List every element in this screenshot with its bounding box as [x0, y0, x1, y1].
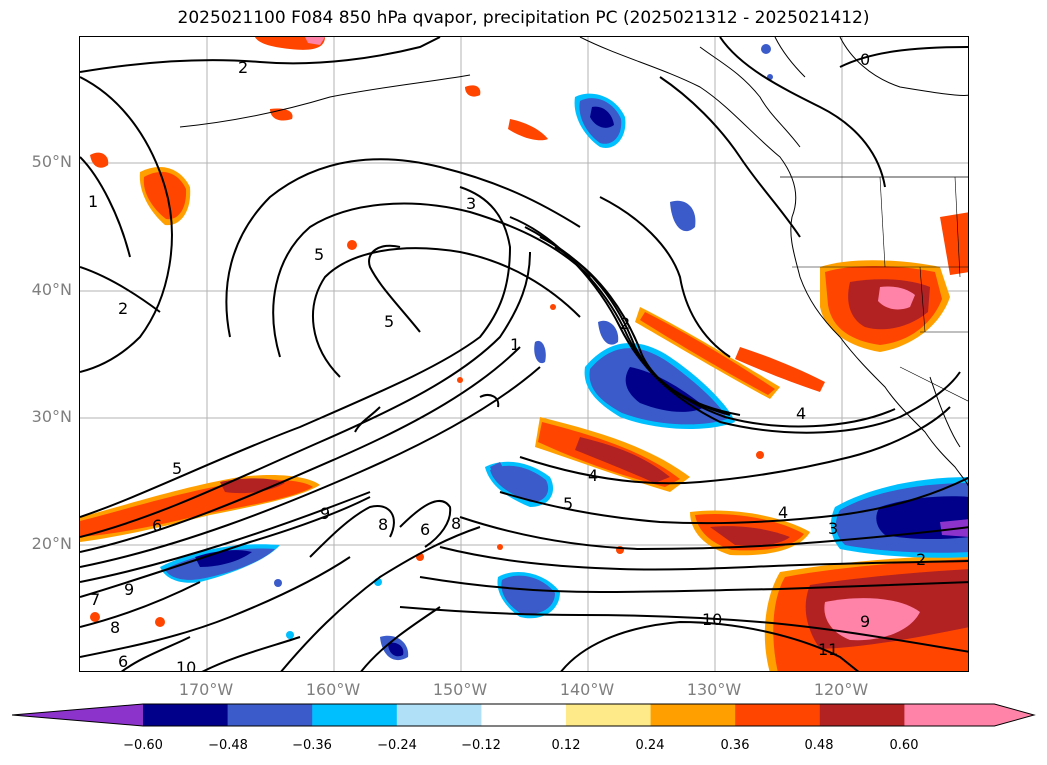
contour-label: 2	[118, 299, 128, 318]
map-frame: 0 2 1 2 3 5 5 2 1 4 4 5 5 4 3 2 9 8 6 6 …	[79, 36, 969, 672]
contour-label: 6	[152, 516, 162, 535]
colorbar-segment	[904, 704, 1034, 726]
colorbar-tick-label: 0.12	[551, 738, 581, 753]
contour-label: 1	[510, 335, 520, 354]
contour-label-group: 0 2 1 2 3 5 5 2 1 4 4 5 5 4 3 2 9 8 6 6 …	[88, 50, 926, 672]
contour-label: 4	[588, 466, 598, 485]
contour-label: 5	[172, 459, 182, 478]
contour-label: 1	[88, 192, 98, 211]
contour-label: 4	[778, 503, 788, 522]
colorbar-tick-label: −0.60	[123, 738, 163, 753]
contour-label: 9	[860, 612, 870, 631]
contour-label: 11	[818, 640, 838, 659]
lat-label-30n: 30°N	[31, 407, 72, 426]
colorbar-tick-label: −0.48	[208, 738, 248, 753]
contour-label: 0	[860, 50, 870, 69]
colorbar-tick-label: −0.12	[461, 738, 501, 753]
contour-label: 2	[916, 550, 926, 569]
lat-label-40n: 40°N	[31, 280, 72, 299]
colorbar-tick-label: 0.60	[889, 738, 919, 753]
colorbar-segment	[143, 704, 229, 726]
contour-label: 8	[451, 514, 461, 533]
colorbar-segment	[312, 704, 398, 726]
lon-label-170w: 170°W	[178, 680, 234, 699]
contour-label: 3	[466, 194, 476, 213]
contour-label: 5	[384, 312, 394, 331]
lon-label-140w: 140°W	[559, 680, 615, 699]
colorbar-segment	[566, 704, 652, 726]
contour-label: 3	[828, 519, 838, 538]
colorbar-tick-label: −0.24	[377, 738, 417, 753]
contour-label: 6	[420, 520, 430, 539]
map-canvas: 0 2 1 2 3 5 5 2 1 4 4 5 5 4 3 2 9 8 6 6 …	[80, 37, 968, 672]
contour-label: 4	[796, 404, 806, 423]
contour-label: 6	[118, 652, 128, 671]
colorbar-tick-label: 0.24	[635, 738, 665, 753]
contour-label: 2	[620, 314, 630, 333]
contour-lines	[80, 37, 968, 671]
contour-label: 9	[124, 580, 134, 599]
contour-label: 5	[563, 494, 573, 513]
contour-label: 8	[378, 515, 388, 534]
colorbar-outline	[12, 703, 1036, 727]
colorbar-segments	[12, 703, 1036, 727]
lat-label-50n: 50°N	[31, 152, 72, 171]
colorbar	[12, 703, 1036, 727]
colorbar-segment	[819, 704, 905, 726]
colorbar-segment	[735, 704, 821, 726]
contour-label: 10	[176, 658, 196, 672]
lon-label-150w: 150°W	[432, 680, 488, 699]
colorbar-segment	[650, 704, 736, 726]
colorbar-segment	[12, 704, 143, 726]
contour-label: 7	[90, 590, 100, 609]
colorbar-tick-label: 0.36	[720, 738, 750, 753]
colorbar-tick-label: −0.36	[292, 738, 332, 753]
lon-label-160w: 160°W	[305, 680, 361, 699]
colorbar-segment	[396, 704, 482, 726]
contour-label: 5	[314, 245, 324, 264]
positive-anomaly-shading	[80, 37, 968, 671]
contour-label: 9	[320, 504, 330, 523]
coastlines	[179, 37, 968, 487]
colorbar-segment	[481, 704, 567, 726]
contour-label: 2	[238, 58, 248, 77]
lat-label-20n: 20°N	[31, 534, 72, 553]
colorbar-tick-label: 0.48	[804, 738, 834, 753]
contour-label: 8	[110, 618, 120, 637]
contour-label: 10	[702, 610, 722, 629]
lon-label-130w: 130°W	[686, 680, 742, 699]
colorbar-segment	[227, 704, 313, 726]
map-title: 2025021100 F084 850 hPa qvapor, precipit…	[177, 8, 870, 28]
lon-label-120w: 120°W	[813, 680, 869, 699]
